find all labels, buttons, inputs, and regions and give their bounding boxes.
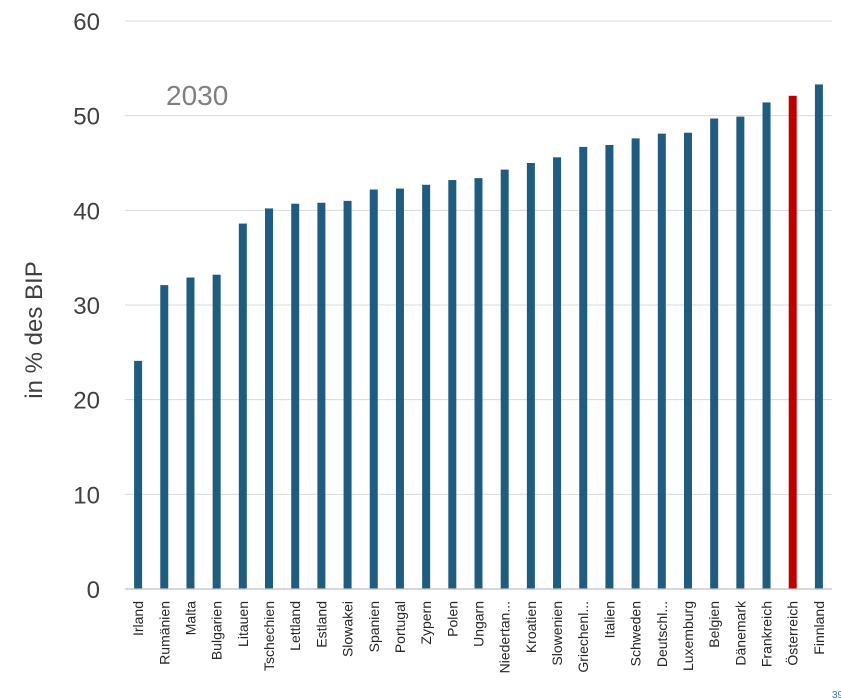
x-tick-label: Portugal [392, 601, 408, 653]
page-number: 39 [832, 690, 841, 700]
x-tick-label: Rumänien [156, 601, 172, 665]
x-tick-label: Frankreich [759, 601, 775, 667]
x-tick-label: Schweden [628, 601, 644, 666]
bar-series [134, 84, 823, 590]
x-tick-label: Slowenien [549, 601, 565, 666]
bar [317, 202, 326, 589]
y-tick-label: 0 [87, 577, 100, 604]
bar [212, 274, 221, 589]
y-tick-label: 60 [73, 9, 100, 36]
x-tick-label: Zypern [418, 601, 434, 645]
x-tick-label: Österreich [784, 601, 801, 666]
x-tick-label: Estland [313, 601, 329, 648]
x-tick-label: Polen [444, 601, 460, 637]
bar [553, 157, 562, 589]
x-tick-label: Slowakei [340, 601, 356, 657]
y-axis-label: in % des BIP [21, 261, 48, 398]
bar [160, 285, 169, 589]
bar [736, 116, 745, 589]
bar [526, 163, 535, 589]
x-tick-label: Litauen [235, 601, 251, 647]
bar [710, 118, 719, 590]
x-tick-label: Italien [601, 601, 617, 638]
y-tick-label: 50 [73, 104, 100, 131]
bar [343, 200, 352, 589]
x-tick-label: Griechenl... [575, 601, 591, 673]
y-tick-label: 10 [73, 482, 100, 509]
bar [788, 95, 797, 589]
bar [579, 146, 588, 589]
y-tick-label: 30 [73, 293, 100, 320]
bar [395, 188, 404, 589]
year-annotation: 2030 [166, 80, 228, 111]
x-tick-labels: Irland Rumänien Malta Bulgarien Litauen Tsche… [130, 600, 827, 673]
bar [422, 184, 431, 590]
x-tick-label: Niedertan... [497, 601, 513, 673]
bar [683, 132, 692, 589]
bar [500, 169, 509, 590]
bar [814, 84, 823, 589]
y-tick-labels: 0 10 20 30 40 50 60 [73, 9, 100, 604]
x-tick-label: Kroatien [523, 601, 539, 653]
bar [474, 178, 483, 589]
x-tick-label: Bulgarien [209, 601, 225, 660]
bar [238, 223, 247, 589]
bar [291, 203, 300, 589]
bar [369, 189, 378, 590]
bar [265, 208, 274, 589]
y-tick-label: 40 [73, 198, 100, 225]
x-tick-label: Dänemark [732, 600, 748, 666]
bar [657, 133, 666, 590]
x-tick-label: Belgien [706, 601, 722, 648]
x-tick-label: Lettland [287, 601, 303, 651]
x-tick-label: Tschechien [261, 601, 277, 671]
x-tick-label: Malta [182, 601, 198, 635]
bar [134, 360, 143, 589]
x-tick-label: Irland [130, 601, 146, 636]
x-tick-label: Finnland [811, 601, 827, 655]
x-tick-label: Spanien [366, 601, 382, 652]
bar [762, 102, 771, 589]
bar [186, 277, 195, 589]
bar [448, 180, 457, 590]
x-tick-label: Luxemburg [680, 601, 696, 671]
x-tick-label: Ungarn [471, 601, 487, 647]
y-tick-label: 20 [73, 388, 100, 415]
bar [631, 138, 640, 590]
x-tick-label: Deutschl... [654, 601, 670, 667]
bar [605, 145, 614, 589]
